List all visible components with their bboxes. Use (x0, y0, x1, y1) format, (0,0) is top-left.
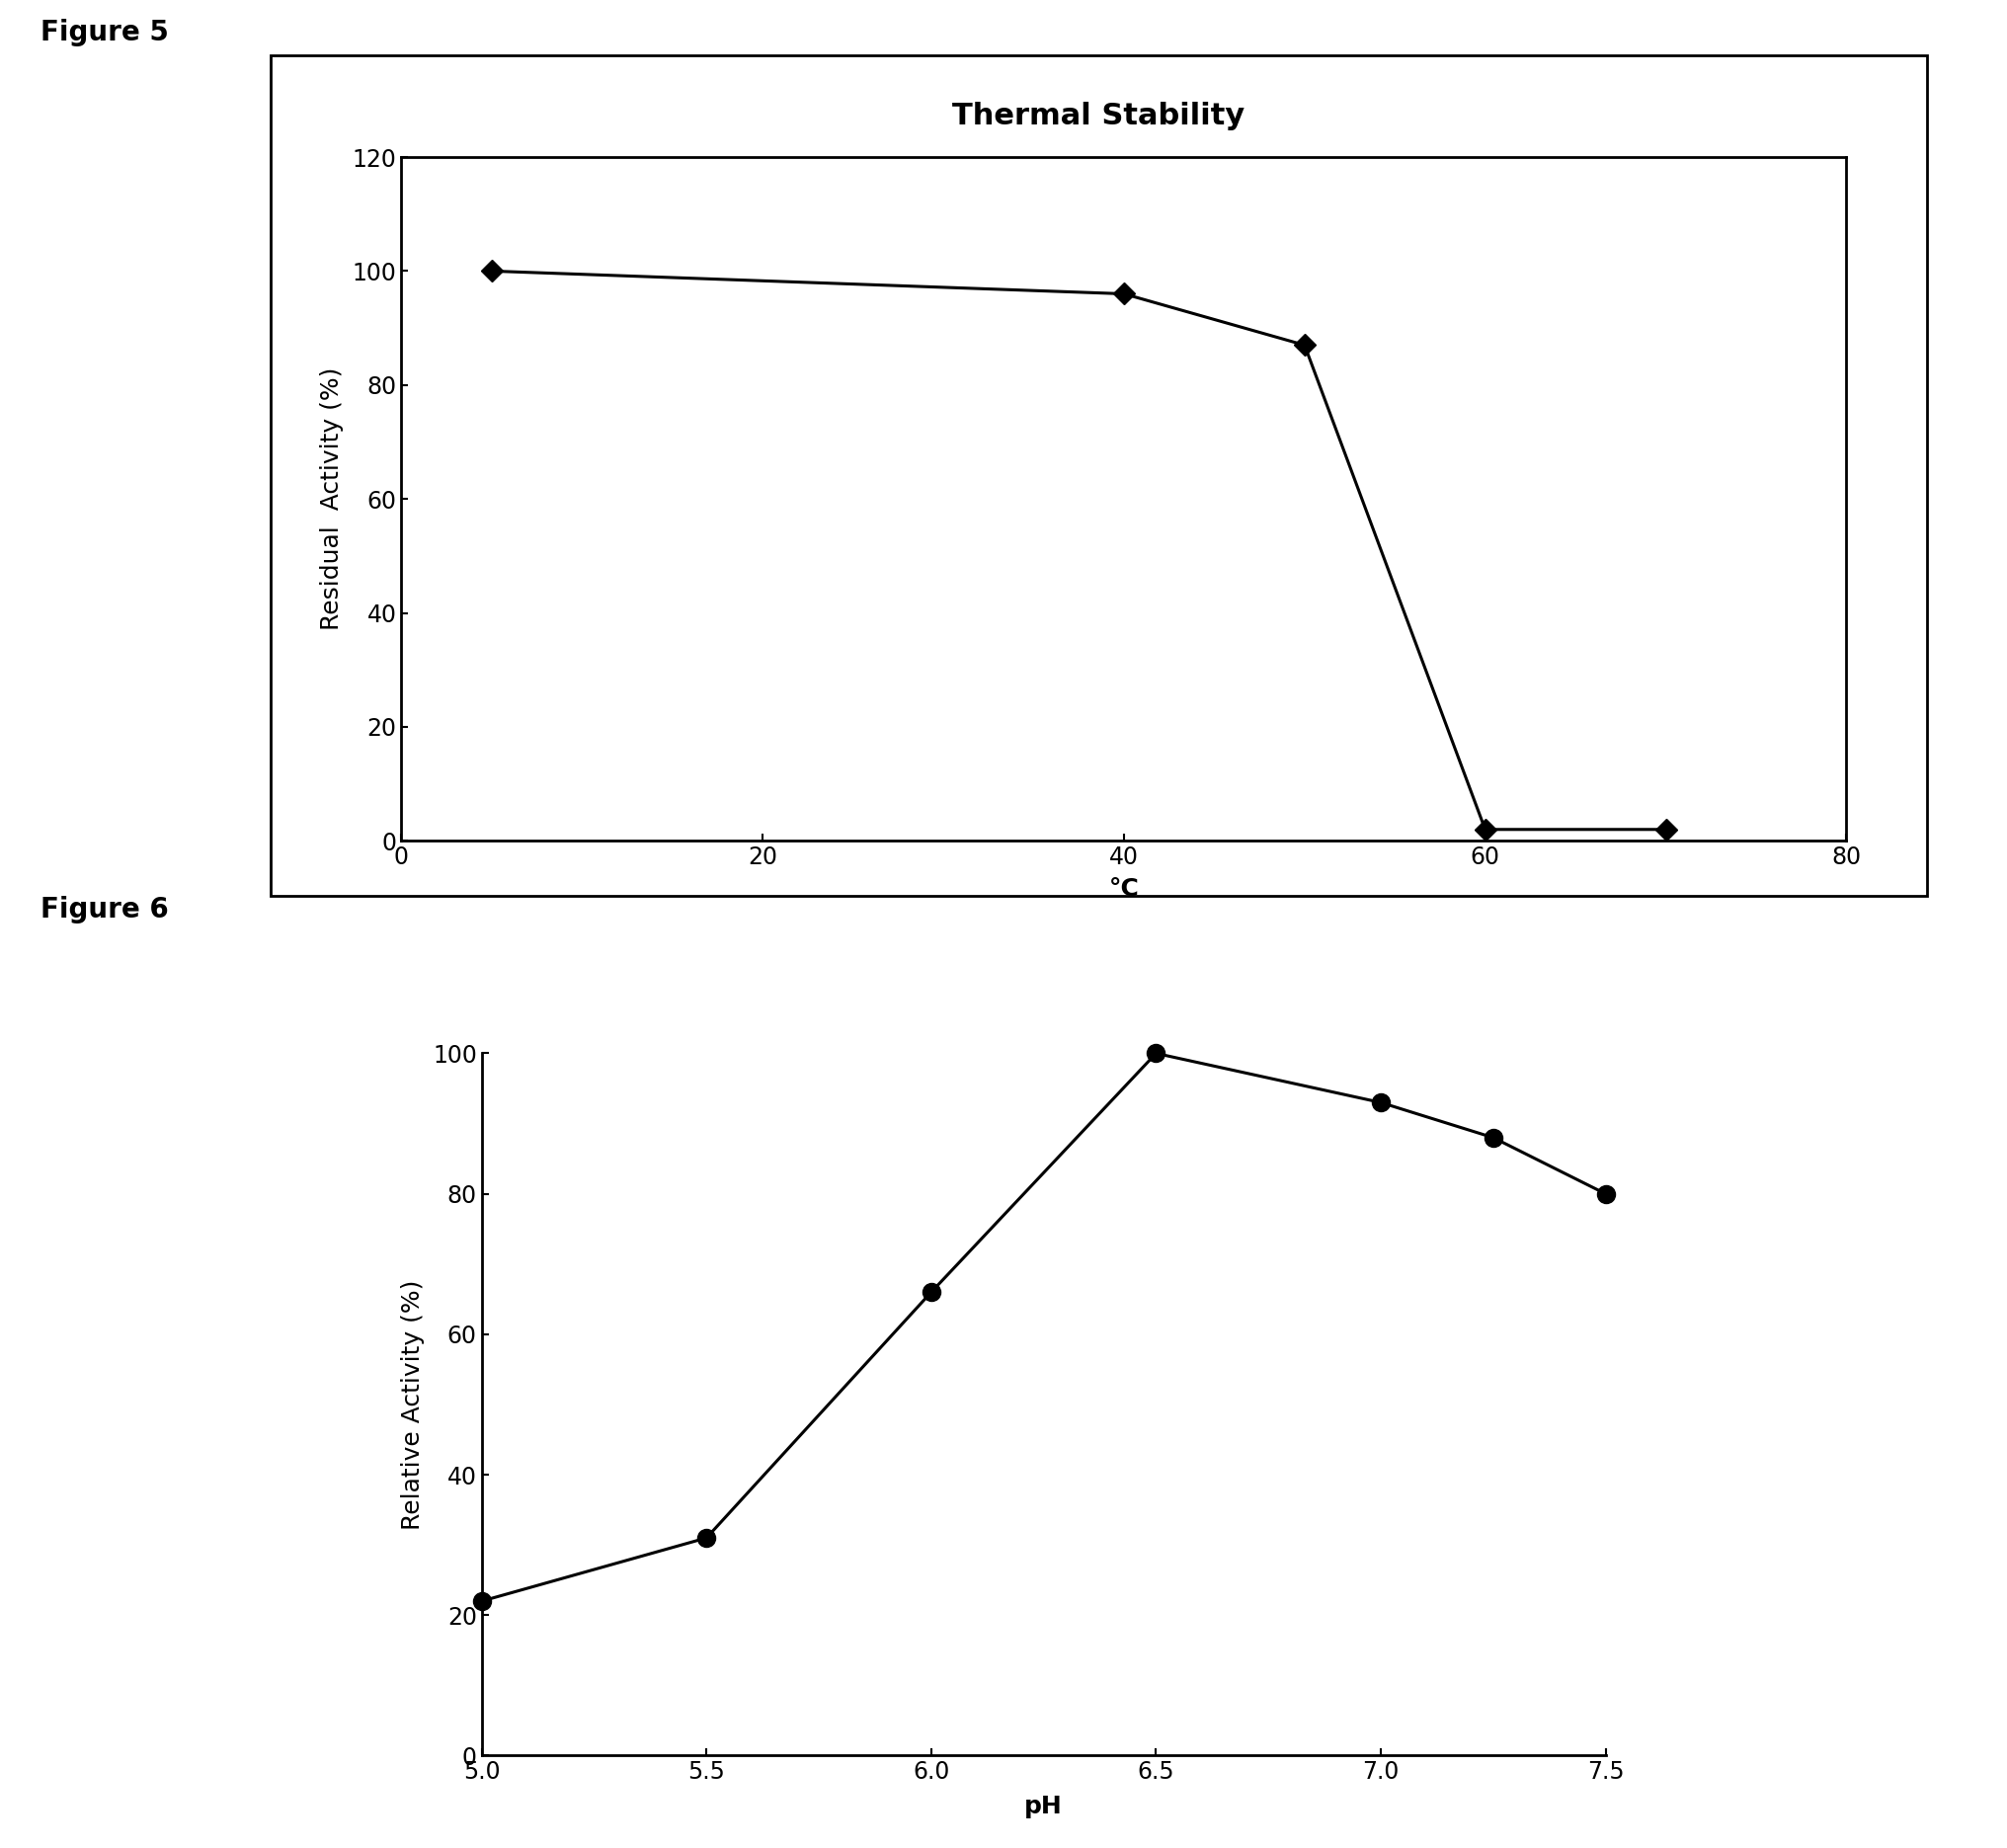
Text: Figure 6: Figure 6 (40, 896, 169, 924)
X-axis label: °C: °C (1108, 878, 1140, 902)
Y-axis label: Residual  Activity (%): Residual Activity (%) (321, 368, 343, 630)
Y-axis label: Relative Activity (%): Relative Activity (%) (401, 1279, 423, 1530)
X-axis label: pH: pH (1024, 1794, 1064, 1818)
Text: Thermal Stability: Thermal Stability (953, 102, 1244, 129)
Text: Figure 5: Figure 5 (40, 18, 169, 46)
